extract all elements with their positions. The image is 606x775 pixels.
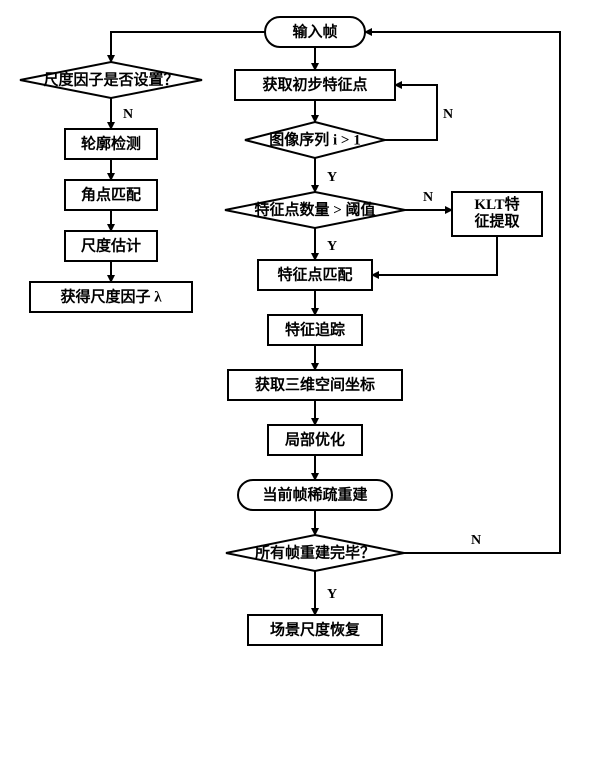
node-label-klt: 征提取 xyxy=(474,212,520,230)
node-label-start: 输入帧 xyxy=(292,22,337,40)
node-label-n3: 尺度估计 xyxy=(81,236,141,254)
node-label-d_i: 图像序列 i > 1 xyxy=(269,130,360,148)
node-label-d_done: 所有帧重建完毕？ xyxy=(255,543,375,561)
node-label-n2: 角点匹配 xyxy=(81,185,141,203)
node-label-coord: 获取三维空间坐标 xyxy=(255,375,375,393)
node-label-sparse: 当前帧稀疏重建 xyxy=(262,485,368,503)
node-label-p_feat: 获取初步特征点 xyxy=(262,75,367,93)
node-label-n1: 轮廓检测 xyxy=(81,134,141,152)
node-label-klt: KLT特 xyxy=(474,195,519,213)
edge-label: N xyxy=(471,533,481,548)
edge-label: Y xyxy=(327,587,337,602)
edge-label: N xyxy=(423,190,433,205)
node-label-d_thresh: 特征点数量 > 阈值 xyxy=(254,200,375,218)
edge-label: N xyxy=(443,107,453,122)
flowchart-diagram: N Y N Y N Y N 输入帧尺度因子是否设置？ 轮廓检测角点匹配尺度估计获得尺度因子 λ 获… xyxy=(0,0,606,775)
node-label-localopt: 局部优化 xyxy=(284,430,345,448)
node-label-recover: 场景尺度恢复 xyxy=(270,620,361,638)
edge-label: Y xyxy=(327,239,337,254)
edge-label: N xyxy=(123,107,133,122)
node-label-match: 特征点匹配 xyxy=(277,265,352,283)
node-label-d_scale_set: 尺度因子是否设置？ xyxy=(43,70,178,88)
edge-label: Y xyxy=(327,170,337,185)
node-label-n4: 获得尺度因子 λ xyxy=(60,287,162,305)
node-label-track: 特征追踪 xyxy=(285,320,345,338)
